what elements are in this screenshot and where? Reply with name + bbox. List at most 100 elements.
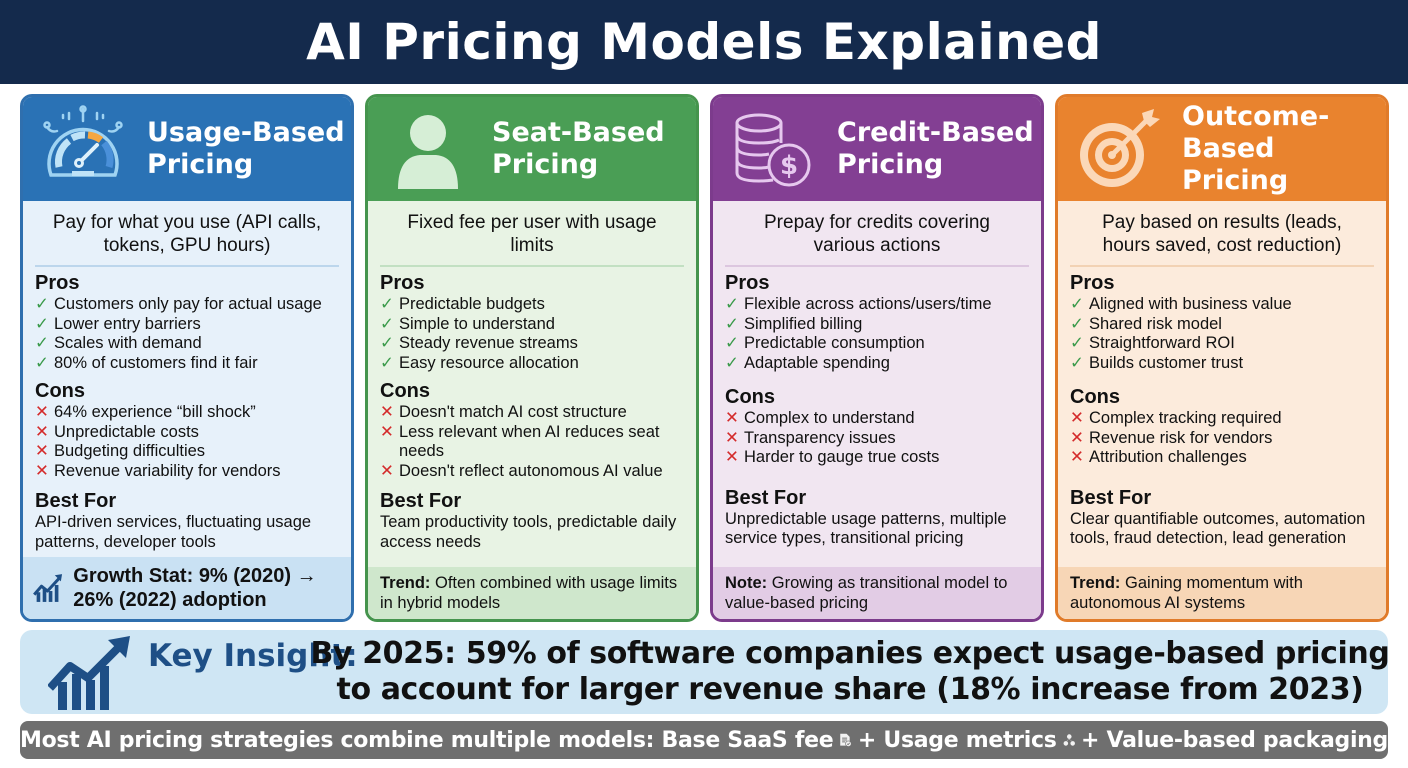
card-title: Usage-Based Pricing (147, 117, 345, 181)
check-icon: ✓ (35, 334, 49, 352)
cons-text: Less relevant when AI reduces seat needs (399, 422, 660, 461)
cons-list: ✕ 64% experience “bill shock” ✕ Unpredicta… (35, 403, 339, 481)
trend-label: Trend: (380, 574, 431, 592)
cross-icon: ✕ (725, 409, 739, 427)
cons-text: Unpredictable costs (54, 422, 199, 441)
check-icon: ✓ (1070, 334, 1084, 352)
cons-item: ✕ Harder to gauge true costs (725, 448, 1029, 468)
check-icon: ✓ (725, 314, 739, 333)
cross-icon: ✕ (35, 442, 49, 460)
pros-item: ✓ Predictable consumption (725, 334, 1029, 354)
pros-item: ✓ Lower entry barriers (35, 315, 339, 335)
check-icon: ✓ (725, 334, 739, 352)
pros-item: ✓ Predictable budgets (380, 295, 684, 315)
cons-heading: Cons (725, 386, 775, 408)
pros-heading: Pros (725, 272, 770, 294)
cons-text: Attribution challenges (1089, 448, 1247, 466)
footer-usage-metrics: + Usage metrics (857, 727, 1057, 753)
card-description: Prepay for credits covering various acti… (725, 209, 1029, 267)
pros-text: Customers only pay for actual usage (54, 295, 322, 313)
card-title-line2: Pricing (837, 149, 944, 180)
pros-item: ✓ Scales with demand (35, 334, 339, 354)
target-arrow-icon (1074, 105, 1162, 193)
growth-stat: Growth Stat: 9% (2020) → 26% (2022) adop… (23, 557, 351, 619)
pros-text: Easy resource allocation (399, 353, 579, 372)
check-icon: ✓ (35, 314, 49, 333)
user-icon (384, 105, 472, 193)
pros-text: Simple to understand (399, 314, 555, 333)
pros-item: ✓ Simplified billing (725, 315, 1029, 335)
cons-text: Transparency issues (744, 428, 896, 447)
footer-prefix: Most AI pricing strategies combine multi… (20, 727, 834, 753)
pros-list: ✓ Predictable budgets ✓ Simple to understa… (380, 295, 684, 373)
summary-footer: Most AI pricing strategies combine multi… (20, 721, 1388, 759)
pros-item: ✓ 80% of customers find it fair (35, 354, 339, 374)
best-for-text: Team productivity tools, predictable dai… (380, 513, 677, 551)
best-for-text: Unpredictable usage patterns, multiple s… (725, 509, 1007, 548)
best-for-text: Clear quantifiable outcomes, automation … (1070, 509, 1366, 548)
page-title: AI Pricing Models Explained (306, 13, 1102, 71)
cross-icon: ✕ (725, 448, 739, 466)
cons-item: ✕ Less relevant when AI reduces seat need… (380, 423, 684, 462)
svg-text:$: $ (780, 151, 798, 181)
card-outcome-based: Outcome-Based Pricing Pay based on resul… (1055, 94, 1389, 622)
pros-item: ✓ Customers only pay for actual usage (35, 295, 339, 315)
best-for-heading: Best For (1070, 486, 1152, 509)
card-title-line2: Pricing (147, 149, 254, 180)
card-title-line1: Credit-Based (837, 117, 1034, 148)
check-icon: ✓ (1070, 295, 1084, 313)
card-title-line1: Seat-Based (492, 117, 665, 148)
trend-text: Often combined with usage limits in hybr… (380, 574, 678, 612)
network-nodes-icon (1063, 734, 1075, 746)
cons-item: ✕ Budgeting difficulties (35, 442, 339, 462)
pros-heading: Pros (35, 272, 80, 294)
card-title-line2: Pricing (1182, 165, 1289, 196)
cons-heading: Cons (1070, 386, 1120, 408)
cross-icon: ✕ (380, 461, 394, 480)
best-for-text: API-driven services, fluctuating usage p… (35, 513, 312, 551)
pros-text: Simplified billing (744, 314, 863, 333)
pros-item: ✓ Aligned with business value (1070, 295, 1374, 315)
pros-heading: Pros (380, 272, 425, 294)
trend-label: Trend: (1070, 574, 1121, 592)
check-icon: ✓ (1070, 314, 1084, 333)
pros-text: Aligned with business value (1089, 295, 1292, 313)
pros-text: Adaptable spending (744, 353, 890, 372)
card-header: $ Credit-Based Pricing (713, 97, 1041, 201)
card-title: Credit-Based Pricing (837, 117, 1034, 181)
check-icon: ✓ (35, 295, 49, 313)
cons-item: ✕ Complex tracking required (1070, 409, 1374, 429)
key-insight-text: By 2025: 59% of software companies expec… (310, 636, 1390, 707)
cons-item: ✕ Doesn't match AI cost structure (380, 403, 684, 423)
card-body: Fixed fee per user with usage limits Pro… (368, 201, 696, 619)
cons-list: ✕ Complex to understand ✕ Transparency iss… (725, 409, 1029, 468)
check-icon: ✓ (380, 295, 394, 313)
cons-item: ✕ Complex to understand (725, 409, 1029, 429)
pros-item: ✓ Shared risk model (1070, 315, 1374, 335)
card-body: Prepay for credits covering various acti… (713, 201, 1041, 619)
pricing-cards: Usage-Based Pricing Pay for what you use… (20, 94, 1389, 622)
card-title: Seat-Based Pricing (492, 117, 665, 181)
card-description: Fixed fee per user with usage limits (380, 209, 684, 267)
pros-text: Lower entry barriers (54, 314, 201, 333)
cross-icon: ✕ (380, 403, 394, 421)
cross-icon: ✕ (725, 428, 739, 447)
pros-item: ✓ Easy resource allocation (380, 354, 684, 374)
cross-icon: ✕ (35, 403, 49, 421)
check-icon: ✓ (35, 353, 49, 372)
speedometer-icon (39, 105, 127, 193)
pros-list: ✓ Flexible across actions/users/time ✓ Sim… (725, 295, 1029, 373)
cons-text: Complex to understand (744, 409, 915, 427)
cross-icon: ✕ (1070, 428, 1084, 447)
cons-text: Doesn't reflect autonomous AI value (399, 461, 663, 480)
card-title-line2: Pricing (492, 149, 599, 180)
card-body: Pay based on results (leads, hours saved… (1058, 201, 1386, 619)
cons-item: ✕ Doesn't reflect autonomous AI value (380, 462, 684, 482)
check-icon: ✓ (380, 334, 394, 352)
pros-text: Shared risk model (1089, 314, 1222, 333)
check-icon: ✓ (725, 353, 739, 372)
check-icon: ✓ (380, 353, 394, 372)
pros-list: ✓ Aligned with business value ✓ Shared ris… (1070, 295, 1374, 373)
pros-item: ✓ Flexible across actions/users/time (725, 295, 1029, 315)
growth-chart-icon (48, 636, 130, 710)
